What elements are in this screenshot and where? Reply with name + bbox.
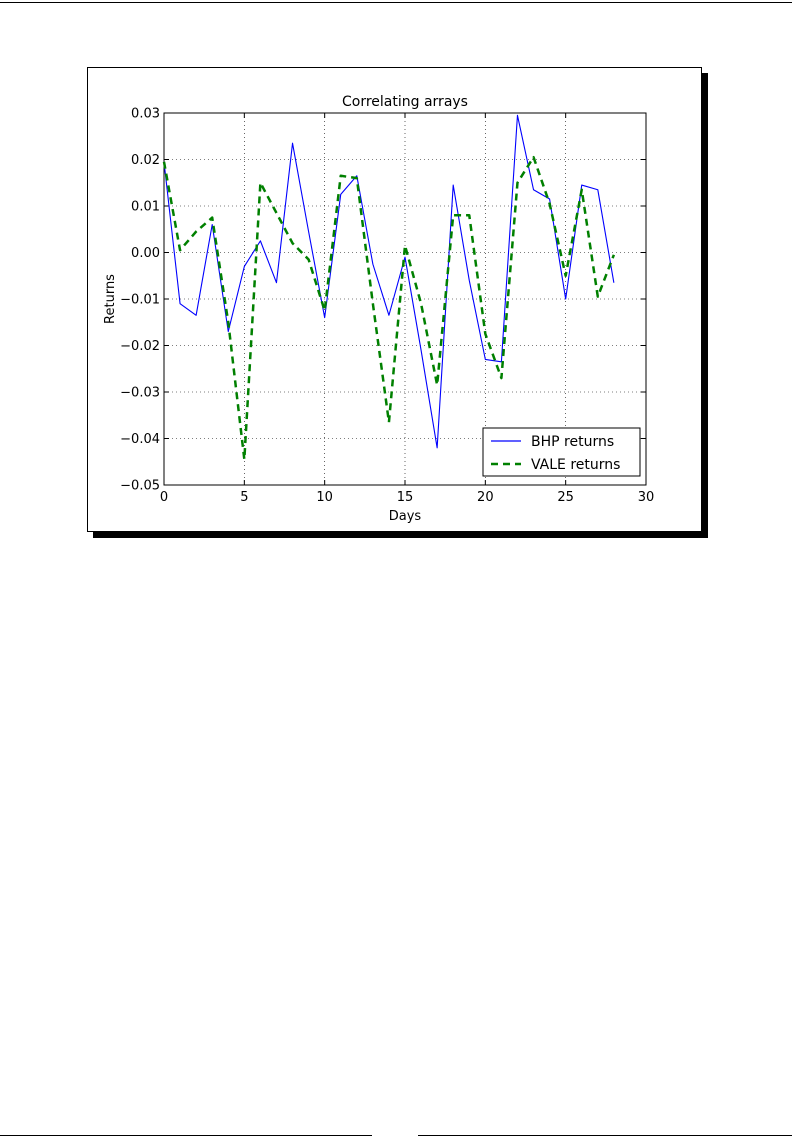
line-chart: 0 5 10 15 20 25 30 −0.05 −0.04 −0.03 −0.02 −0.01 0.0… [103,94,654,524]
y-tick-label: 0.00 [131,246,160,261]
chart-title: Correlating arrays [342,94,468,110]
y-tick-label: 0.03 [131,107,160,122]
series-line-vale [162,155,616,461]
y-axis-label: Returns [103,274,118,324]
y-tick-label: −0.04 [120,432,160,447]
x-tick-label: 5 [240,490,248,505]
page-bottom-rule-right [418,1135,792,1136]
y-tick-label: 0.02 [131,153,160,168]
x-axis-label: Days [389,509,422,524]
legend-label-vale: VALE returns [531,457,620,473]
figure-frame: 0 5 10 15 20 25 30 −0.05 −0.04 −0.03 −0.02 −0.01 0.0… [87,67,702,532]
series-line-bhp [163,114,615,449]
x-tick-label: 25 [557,490,574,505]
series-layer [162,114,616,461]
y-tick-label: −0.02 [120,339,160,354]
x-tick-label: 15 [397,490,414,505]
x-tick-label: 0 [160,490,168,505]
tick-layer: 0 5 10 15 20 25 30 −0.05 −0.04 −0.03 −0.02 −0.01 0.0… [120,107,654,506]
legend-box [482,427,641,477]
x-tick-label: 20 [477,490,494,505]
y-tick-label: −0.01 [120,293,160,308]
legend-label-bhp: BHP returns [531,434,614,450]
page-bottom-rule-left [0,1135,372,1136]
page-top-rule [0,2,792,3]
y-tick-label: 0.01 [131,200,160,215]
legend: BHP returns VALE returns [482,427,641,477]
x-tick-label: 30 [638,490,655,505]
x-tick-label: 10 [316,490,333,505]
y-tick-label: −0.05 [120,479,160,494]
y-tick-label: −0.03 [120,386,160,401]
